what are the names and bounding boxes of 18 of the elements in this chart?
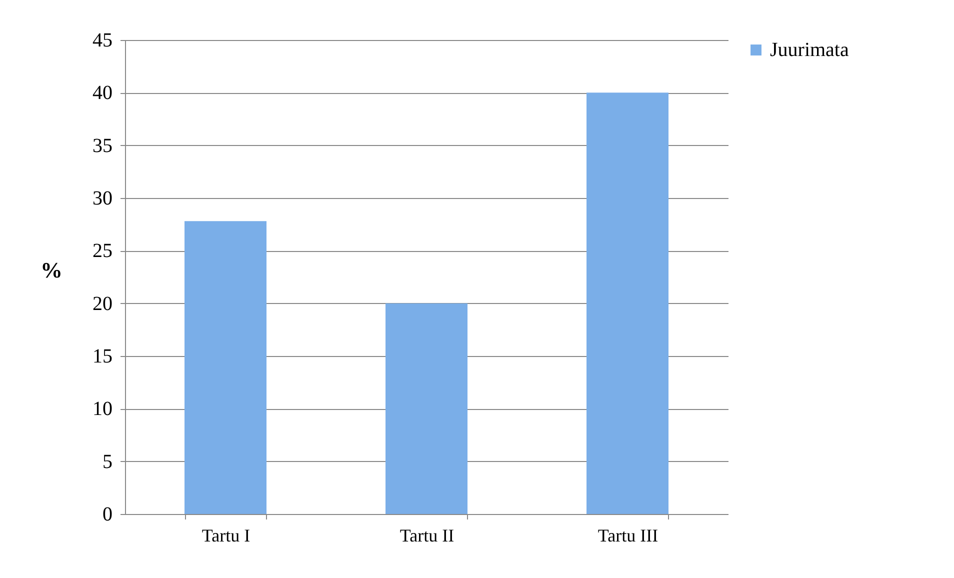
- y-tick-label: 5: [102, 450, 112, 473]
- y-tick-label: 25: [92, 240, 112, 262]
- x-tick-label: Tartu II: [400, 526, 454, 546]
- y-tick-label: 45: [92, 30, 112, 52]
- y-tick-label: 10: [92, 398, 112, 420]
- y-tick-label: 0: [102, 504, 112, 526]
- y-tick-label: 15: [92, 346, 112, 368]
- legend-label: Juurimata: [770, 39, 849, 61]
- bar: [184, 221, 266, 514]
- y-tick-label: 40: [92, 82, 112, 104]
- bar: [586, 92, 668, 514]
- x-tick-label: Tartu III: [598, 526, 658, 546]
- y-tick-label: 20: [92, 292, 112, 315]
- y-tick-label: 35: [92, 134, 112, 157]
- y-tick-label: 30: [92, 188, 112, 210]
- y-axis-title: %: [40, 258, 62, 282]
- x-tick-label: Tartu I: [202, 526, 250, 546]
- bar: [386, 303, 468, 514]
